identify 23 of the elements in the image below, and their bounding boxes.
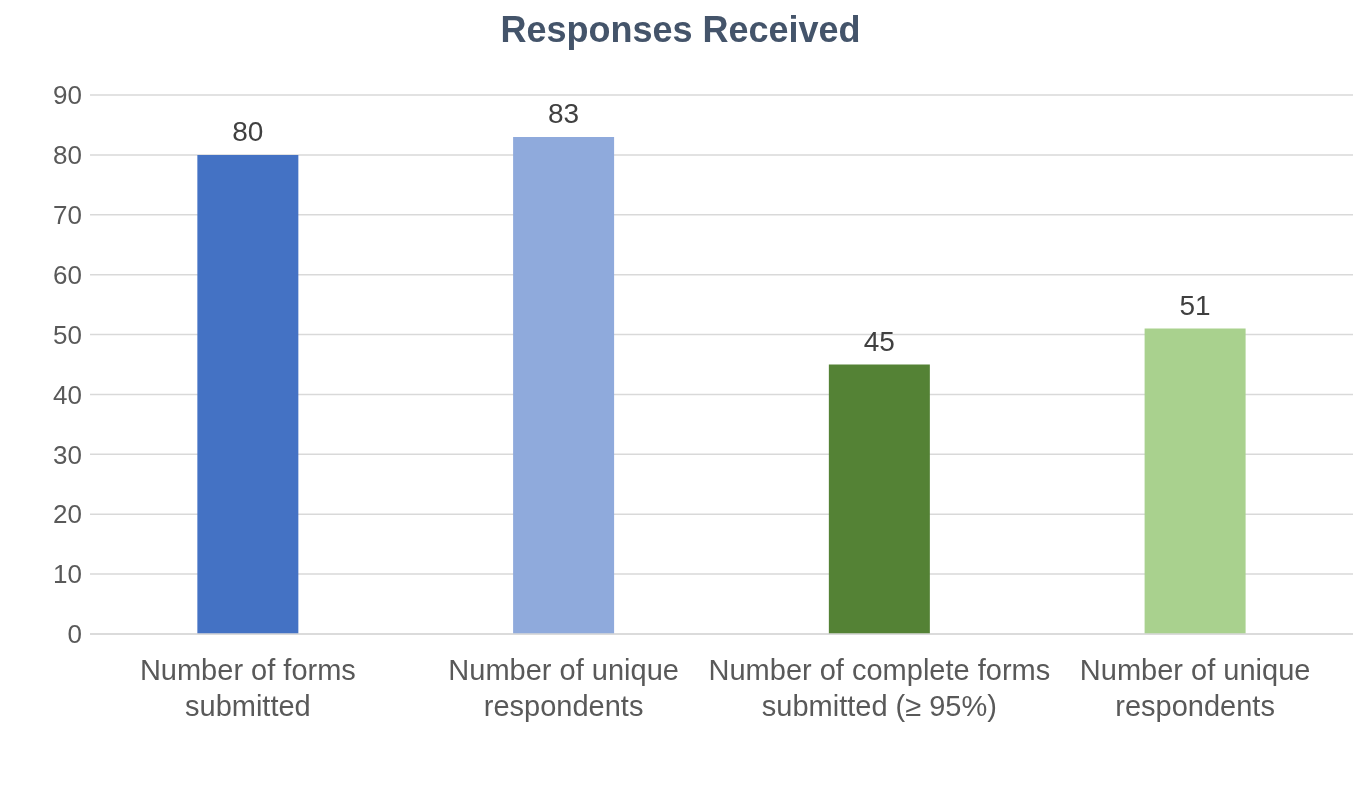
x-tick-label: Number of unique respondents bbox=[1079, 654, 1311, 722]
chart-title: Responses Received bbox=[499, 8, 862, 52]
y-tick-label: 0 bbox=[67, 619, 82, 650]
data-label: 45 bbox=[863, 325, 895, 357]
y-tick-label: 40 bbox=[53, 379, 82, 410]
y-tick-label: 30 bbox=[53, 439, 82, 470]
x-tick-label: Number of unique respondents bbox=[448, 654, 679, 722]
bar bbox=[513, 136, 615, 634]
data-label: 51 bbox=[1179, 289, 1211, 321]
y-tick-label: 80 bbox=[53, 140, 82, 171]
y-tick-label: 50 bbox=[53, 319, 82, 350]
x-tick-label: Number of complete forms submitted (≥ 95%) bbox=[708, 654, 1051, 722]
bar bbox=[197, 154, 299, 634]
y-tick-label: 70 bbox=[53, 200, 82, 231]
bar bbox=[1144, 328, 1246, 634]
bar bbox=[828, 364, 930, 634]
y-tick-label: 20 bbox=[53, 499, 82, 530]
x-tick-label: Number of forms submitted bbox=[139, 654, 356, 722]
y-tick-label: 10 bbox=[53, 559, 82, 590]
y-tick-label: 90 bbox=[53, 80, 82, 111]
y-tick-label: 60 bbox=[53, 259, 82, 290]
data-label: 80 bbox=[232, 115, 264, 147]
data-label: 83 bbox=[548, 97, 580, 129]
